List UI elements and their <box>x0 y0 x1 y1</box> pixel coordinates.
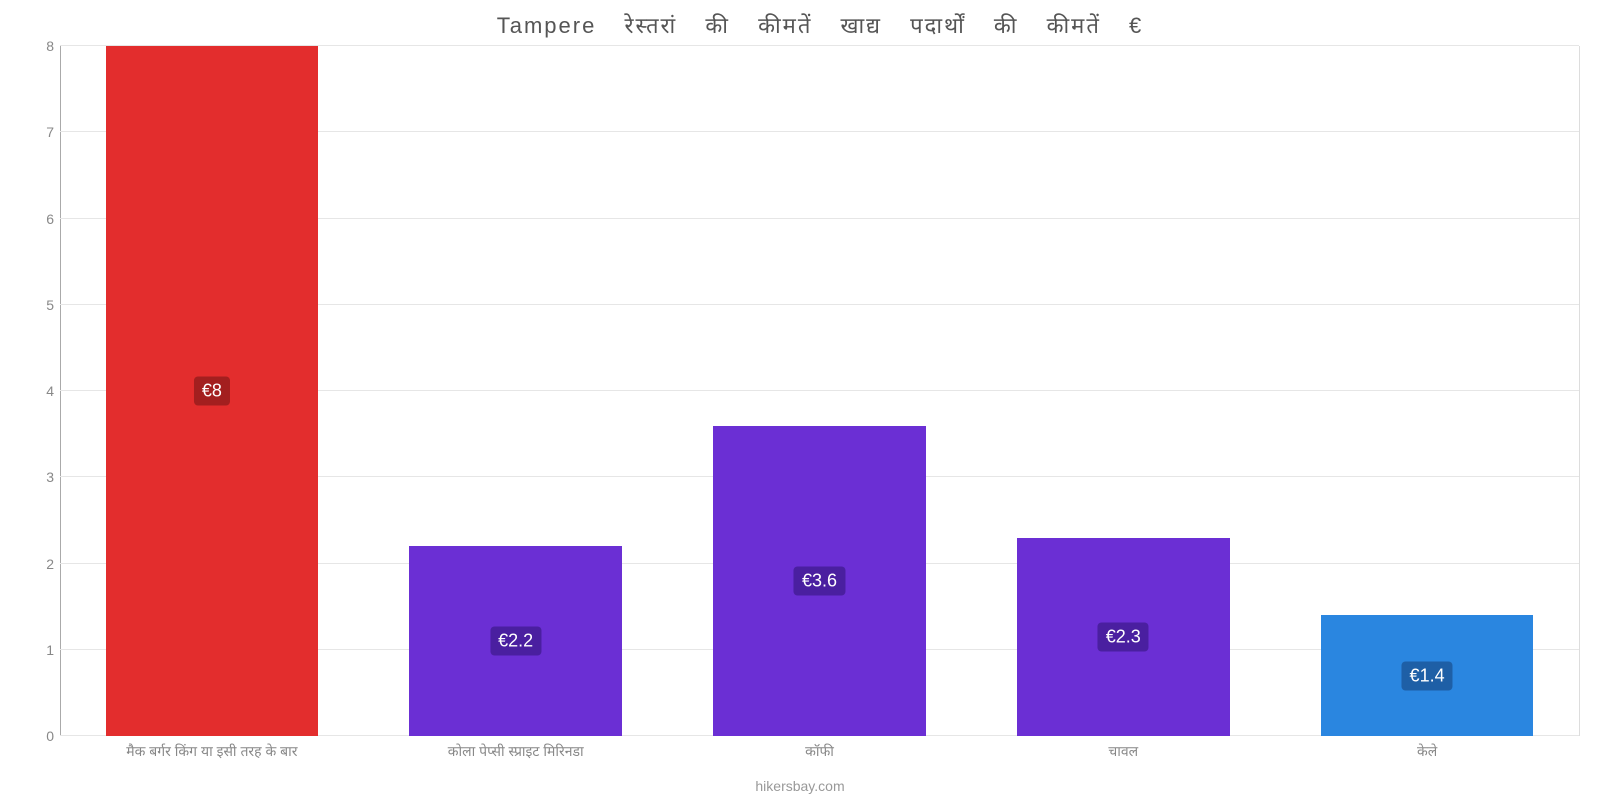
y-tick-label: 3 <box>30 469 54 485</box>
bar-slot: €1.4केले <box>1275 46 1579 736</box>
bar-value-label: €1.4 <box>1402 661 1453 690</box>
bar-slot: €8मैक बर्गर किंग या इसी तरह के बार <box>60 46 364 736</box>
bar-slot: €2.3चावल <box>971 46 1275 736</box>
bar-value-label: €8 <box>194 377 230 406</box>
bar: €8मैक बर्गर किंग या इसी तरह के बार <box>106 46 319 736</box>
chart-container: Tampere रेस्तरां की कीमतें खाद्य पदार्थो… <box>0 0 1600 800</box>
y-tick-label: 1 <box>30 642 54 658</box>
y-tick-label: 7 <box>30 124 54 140</box>
y-tick-label: 8 <box>30 38 54 54</box>
bar-slot: €2.2कोला पेप्सी स्प्राइट मिरिनडा <box>364 46 668 736</box>
bar-value-label: €2.3 <box>1098 622 1149 651</box>
bar: €2.3चावल <box>1017 538 1230 736</box>
y-tick-label: 6 <box>30 211 54 227</box>
y-tick-label: 0 <box>30 728 54 744</box>
x-category-label: केले <box>1108 742 1600 761</box>
bar: €1.4केले <box>1321 615 1534 736</box>
bar-value-label: €3.6 <box>794 566 845 595</box>
bar-value-label: €2.2 <box>490 627 541 656</box>
chart-title: Tampere रेस्तरां की कीमतें खाद्य पदार्थो… <box>60 10 1580 40</box>
y-tick-label: 5 <box>30 297 54 313</box>
bar-slot: €3.6कॉफी <box>668 46 972 736</box>
bar: €3.6कॉफी <box>713 426 926 737</box>
bars-group: €8मैक बर्गर किंग या इसी तरह के बार €2.2को… <box>60 46 1579 736</box>
bar: €2.2कोला पेप्सी स्प्राइट मिरिनडा <box>409 546 622 736</box>
plot-area: €8मैक बर्गर किंग या इसी तरह के बार €2.2को… <box>60 46 1580 736</box>
y-tick-label: 4 <box>30 383 54 399</box>
y-tick-label: 2 <box>30 556 54 572</box>
credit-text: hikersbay.com <box>0 778 1600 794</box>
